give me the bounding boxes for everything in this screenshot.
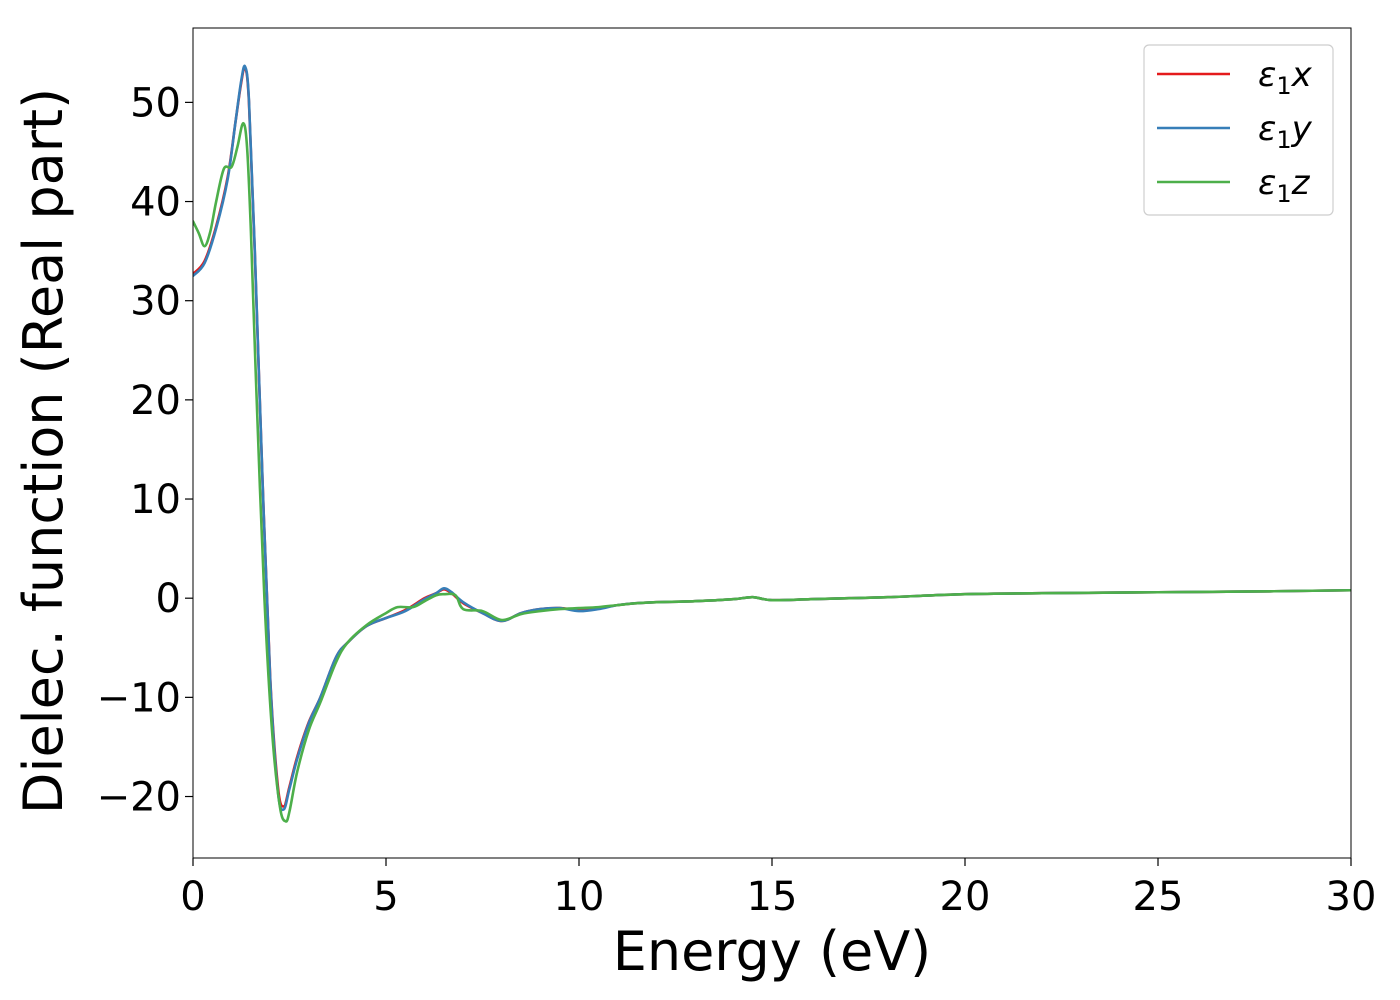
- x-axis: 0 5 10 15 20 25 30: [180, 858, 1376, 920]
- x-tick-label: 30: [1326, 874, 1377, 920]
- y-tick-label: 10: [130, 477, 181, 523]
- y-tick-label: 30: [130, 279, 181, 325]
- x-tick-label: 20: [940, 874, 991, 920]
- legend-label-z: ε1z: [1258, 163, 1311, 208]
- y-axis: −20 −10 0 10 20 30 40 50: [97, 80, 193, 821]
- x-tick-label: 15: [747, 874, 798, 920]
- y-tick-label: 0: [156, 576, 181, 622]
- x-axis-title: Energy (eV): [613, 920, 932, 983]
- y-tick-label: 20: [130, 378, 181, 424]
- x-tick-label: 0: [180, 874, 205, 920]
- x-tick-label: 10: [554, 874, 605, 920]
- legend-box: [1143, 44, 1334, 216]
- y-tick-label: 50: [130, 80, 181, 126]
- series-line-z: [193, 121, 1351, 823]
- legend-label-y: ε1y: [1258, 109, 1313, 154]
- y-tick-label: 40: [130, 180, 181, 226]
- y-axis-title: Dielec. function (Real part): [12, 88, 75, 814]
- y-tick-label: −10: [97, 675, 181, 721]
- legend-label-x: ε1x: [1258, 55, 1313, 100]
- series-layer: [193, 64, 1351, 823]
- legend: ε1x ε1y ε1z: [1143, 44, 1334, 216]
- x-tick-label: 5: [373, 874, 398, 920]
- y-tick-label: −20: [97, 775, 181, 821]
- x-tick-label: 25: [1133, 874, 1184, 920]
